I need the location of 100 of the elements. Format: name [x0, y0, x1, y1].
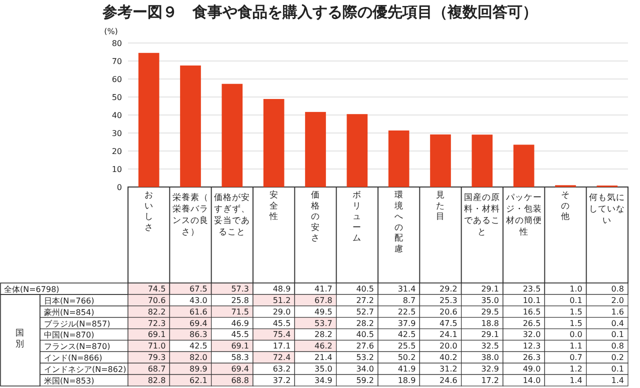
- data-label: 58.3: [231, 353, 249, 362]
- data-label: 20.6: [440, 307, 458, 316]
- data-label: 18.8: [481, 318, 499, 328]
- x-tick-label: 栄養素（栄養バランスの良さ）: [172, 192, 208, 238]
- data-label: 37.9: [398, 318, 416, 328]
- y-tick-label: ブラジル(N=857): [44, 319, 110, 328]
- data-label: 79.3: [148, 353, 166, 362]
- x-tick-label: 国産の原料・材料であること: [464, 192, 500, 238]
- data-label: 1.1: [570, 342, 582, 351]
- x-tick-label: 価格の安さ: [310, 190, 320, 244]
- data-label: 2.0: [611, 296, 624, 305]
- data-label: 27.6: [356, 342, 374, 351]
- data-label: 21.4: [314, 353, 332, 362]
- data-label: 67.5: [190, 284, 208, 294]
- data-label: 29.1: [481, 330, 499, 340]
- bar: [472, 134, 493, 187]
- data-label: 35.0: [314, 364, 332, 374]
- data-label: 48.9: [272, 284, 291, 294]
- y-tick-label: 中国(N=870): [44, 330, 94, 340]
- data-label: 62.1: [190, 376, 208, 385]
- data-label: 75.4: [272, 330, 291, 340]
- bar: [305, 112, 326, 187]
- data-label: 57.3: [231, 284, 249, 294]
- y-tick-label: インドネシア(N=862): [44, 365, 126, 374]
- data-label: 17.2: [481, 376, 499, 385]
- data-label: 68.7: [148, 364, 166, 374]
- data-label: 40.5: [356, 330, 374, 340]
- data-label: 82.2: [148, 307, 166, 316]
- bar: [138, 52, 160, 187]
- bar: [430, 134, 451, 187]
- data-label: 23.5: [522, 284, 541, 294]
- data-label: 52.7: [356, 307, 374, 316]
- data-label: 46.2: [314, 342, 332, 351]
- data-label: 1.4: [570, 376, 582, 385]
- y-axis-title: (%): [104, 27, 118, 36]
- data-label: 53.2: [356, 353, 374, 362]
- y-tick-label: 30: [112, 129, 122, 138]
- bar: [513, 144, 534, 187]
- data-label: 63.2: [272, 364, 291, 374]
- y-tick-label: 米国(N=853): [44, 376, 94, 386]
- chart-title: 参考ー図９ 食事や食品を購入する際の優先項目（複数回答可）: [102, 3, 538, 21]
- data-label: 40.2: [440, 353, 458, 362]
- data-label: 1.4: [611, 376, 624, 385]
- data-label: 29.5: [481, 307, 499, 316]
- x-tick-label: 環境への配慮: [393, 190, 404, 254]
- data-label: 26.3: [522, 353, 541, 362]
- data-label: 31.4: [398, 284, 416, 294]
- data-label: 32.9: [481, 364, 499, 374]
- data-label: 0.1: [570, 296, 582, 305]
- data-label: 0.7: [570, 353, 582, 362]
- data-label: 0.8: [611, 284, 624, 294]
- data-label: 89.9: [190, 364, 208, 374]
- data-label: 24.1: [440, 330, 458, 340]
- x-tick-label: おいしさ: [144, 190, 154, 233]
- data-label: 49.0: [522, 364, 541, 374]
- data-label: 16.5: [522, 307, 541, 316]
- data-label: 45.5: [231, 330, 249, 340]
- data-label: 67.8: [314, 296, 332, 305]
- data-label: 35.0: [481, 296, 499, 305]
- x-tick-label: 何も気にしていない: [589, 192, 626, 226]
- bar: [263, 98, 284, 187]
- data-label: 29.1: [481, 284, 499, 294]
- y-tick-label: 日本(N=766): [44, 296, 94, 306]
- data-label: 29.0: [272, 307, 291, 316]
- data-label: 70.6: [148, 296, 166, 305]
- data-label: 0.2: [611, 353, 624, 362]
- data-label: 47.5: [440, 318, 458, 328]
- data-label: 0.4: [611, 318, 624, 328]
- data-label: 25.5: [398, 342, 416, 351]
- data-label: 1.0: [570, 284, 582, 294]
- data-label: 32.0: [522, 330, 541, 340]
- data-label: 82.8: [148, 376, 166, 385]
- data-label: 49.5: [314, 307, 332, 316]
- data-label: 74.5: [148, 284, 166, 294]
- data-label: 14.0: [522, 376, 541, 385]
- data-label: 1.2: [570, 364, 582, 374]
- data-label: 1.5: [570, 318, 582, 328]
- data-label: 59.2: [356, 376, 374, 385]
- data-label: 43.0: [190, 296, 208, 305]
- x-tick-label: その他: [561, 190, 570, 222]
- data-label: 17.1: [272, 342, 291, 351]
- data-label: 38.0: [481, 353, 499, 362]
- data-label: 1.6: [611, 307, 624, 316]
- x-tick-label: 見た目: [436, 190, 445, 222]
- y-tick-label: 10: [112, 165, 122, 174]
- y-tick-label: 豪州(N=854): [44, 308, 94, 317]
- data-label: 29.2: [440, 284, 458, 294]
- data-label: 26.5: [522, 318, 541, 328]
- data-label: 69.1: [148, 330, 166, 340]
- y-tick-label: 70: [112, 57, 122, 66]
- data-label: 41.7: [314, 284, 332, 294]
- bar: [222, 84, 243, 187]
- y-tick-label: 40: [112, 111, 122, 120]
- data-label: 41.9: [398, 364, 416, 374]
- data-label: 10.1: [522, 296, 541, 305]
- x-tick-label: パッケージ・包装材の簡便性: [504, 193, 542, 238]
- x-tick-label: 安全性: [268, 190, 278, 222]
- data-label: 27.2: [356, 296, 374, 305]
- x-tick-label: ボリューム: [352, 190, 362, 244]
- data-label: 25.8: [231, 296, 249, 305]
